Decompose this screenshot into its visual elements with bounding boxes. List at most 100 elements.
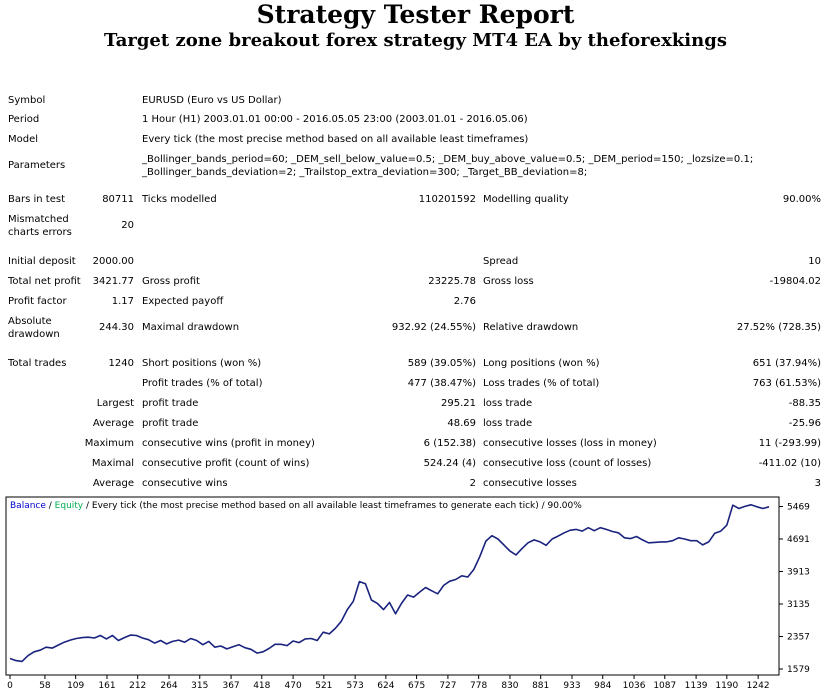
parameters-line-2: _Bollinger_bands_deviation=2; _Trailstop… <box>142 167 588 178</box>
x-tick-label: 675 <box>408 681 425 691</box>
legend-equity: Equity <box>55 501 84 511</box>
parameters-label: Parameters <box>8 160 66 171</box>
legend-separator: / <box>46 501 55 511</box>
y-tick-label: 3135 <box>787 600 810 610</box>
parameters-line-1: _Bollinger_bands_period=60; _DEM_sell_be… <box>142 154 754 165</box>
grossprofit-label: Gross profit <box>142 276 200 287</box>
chart-legend: Balance / Equity / Every tick (the most … <box>10 501 582 511</box>
profitfactor-value: 1.17 <box>111 296 134 307</box>
grossloss-label: Gross loss <box>483 276 534 287</box>
short-label: Short positions (won %) <box>142 358 262 369</box>
bars-value: 80711 <box>102 194 134 205</box>
mismatch-value: 20 <box>121 220 134 231</box>
losstrades-label: Loss trades (% of total) <box>483 378 600 389</box>
absdd-value: 244.30 <box>99 322 134 333</box>
largest-loss-value: -88.35 <box>788 398 821 409</box>
model-value: Every tick (the most precise method base… <box>142 134 529 145</box>
maximal-profit-label: consecutive profit (count of wins) <box>142 458 310 469</box>
avg-losses-value: 3 <box>814 478 821 489</box>
y-tick-label: 5469 <box>787 502 810 512</box>
avg-label: Average <box>92 478 134 489</box>
payoff-label: Expected payoff <box>142 296 224 307</box>
grossprofit-value: 23225.78 <box>428 276 476 287</box>
grossloss-value: -19804.02 <box>769 276 821 287</box>
x-tick-label: 212 <box>129 681 146 691</box>
x-tick-label: 109 <box>67 681 84 691</box>
average-loss-label: loss trade <box>483 418 533 429</box>
y-axis-ticks: 1579 2357 3135 3913 4691 5469 <box>779 502 810 675</box>
reldd-value: 27.52% (728.35) <box>736 322 821 333</box>
largest-profit-value: 295.21 <box>441 398 476 409</box>
x-tick-label: 367 <box>222 681 239 691</box>
deposit-label: Initial deposit <box>8 256 76 267</box>
x-tick-label: 1036 <box>623 681 646 691</box>
balance-series-line <box>9 504 770 663</box>
x-tick-label: 315 <box>191 681 208 691</box>
netprofit-value: 3421.77 <box>92 276 134 287</box>
period-label: Period <box>8 114 40 125</box>
maxdd-label: Maximal drawdown <box>142 322 240 333</box>
max-wins-label: consecutive wins (profit in money) <box>142 438 315 449</box>
long-label: Long positions (won %) <box>483 358 600 369</box>
profitfactor-label: Profit factor <box>8 296 67 307</box>
avg-wins-value: 2 <box>469 478 476 489</box>
report-title: Strategy Tester Report <box>256 0 575 29</box>
deposit-value: 2000.00 <box>92 256 134 267</box>
ticks-value: 110201592 <box>418 194 476 205</box>
y-tick-label: 1579 <box>787 665 810 675</box>
period-value: 1 Hour (H1) 2003.01.01 00:00 - 2016.05.0… <box>142 114 528 125</box>
max-wins-value: 6 (152.38) <box>423 438 476 449</box>
x-tick-label: 1139 <box>685 681 708 691</box>
y-tick-label: 4691 <box>787 535 810 545</box>
x-tick-label: 727 <box>439 681 456 691</box>
quality-label: Modelling quality <box>483 194 569 205</box>
x-tick-label: 1190 <box>715 681 738 691</box>
report-subtitle: Target zone breakout forex strategy MT4 … <box>104 30 727 51</box>
avg-losses-label: consecutive losses <box>483 478 577 489</box>
chart-background <box>5 496 827 692</box>
x-axis-ticks: 0 58 109 161 212 264 315 367 418 470 521 573 624 675 7… <box>7 675 770 691</box>
max-losses-value: 11 (-293.99) <box>758 438 821 449</box>
mismatch-label: Mismatched charts errors <box>8 214 72 238</box>
ticks-label: Ticks modelled <box>142 194 217 205</box>
absdd-label: Absolute drawdown <box>8 316 60 340</box>
average-profit-value: 48.69 <box>447 418 476 429</box>
maxdd-value: 932.92 (24.55%) <box>391 322 476 333</box>
maximum-label: Maximum <box>84 438 134 449</box>
x-tick-label: 881 <box>532 681 549 691</box>
largest-loss-label: loss trade <box>483 398 533 409</box>
x-tick-label: 624 <box>377 681 394 691</box>
avg-wins-label: consecutive wins <box>142 478 228 489</box>
symbol-value: EURUSD (Euro vs US Dollar) <box>142 95 282 106</box>
x-tick-label: 778 <box>470 681 487 691</box>
x-tick-label: 161 <box>98 681 115 691</box>
x-tick-label: 830 <box>501 681 518 691</box>
x-tick-label: 573 <box>347 681 364 691</box>
profittrades-value: 477 (38.47%) <box>407 378 476 389</box>
x-tick-label: 264 <box>160 681 177 691</box>
trades-label: Total trades <box>8 358 67 369</box>
symbol-label: Symbol <box>8 95 46 106</box>
x-tick-label: 0 <box>7 681 13 691</box>
x-tick-label: 1087 <box>653 681 676 691</box>
quality-value: 90.00% <box>782 194 821 205</box>
spread-label: Spread <box>483 256 519 267</box>
x-tick-label: 984 <box>594 681 611 691</box>
average-profit-label: profit trade <box>142 418 199 429</box>
x-tick-label: 418 <box>253 681 270 691</box>
legend-balance: Balance <box>10 501 46 511</box>
maximal-loss-value: -411.02 (10) <box>758 458 821 469</box>
y-tick-label: 3913 <box>787 567 810 577</box>
losstrades-value: 763 (61.53%) <box>752 378 821 389</box>
average-label: Average <box>92 418 134 429</box>
max-losses-label: consecutive losses (loss in money) <box>483 438 657 449</box>
balance-chart: Balance / Equity / Every tick (the most … <box>5 496 827 692</box>
netprofit-label: Total net profit <box>8 276 81 287</box>
largest-profit-label: profit trade <box>142 398 199 409</box>
plot-area-frame <box>5 496 780 676</box>
long-value: 651 (37.94%) <box>752 358 821 369</box>
x-tick-label: 1242 <box>747 681 770 691</box>
legend-description: / Every tick (the most precise method ba… <box>83 501 582 511</box>
short-value: 589 (39.05%) <box>407 358 476 369</box>
bars-label: Bars in test <box>8 194 65 205</box>
